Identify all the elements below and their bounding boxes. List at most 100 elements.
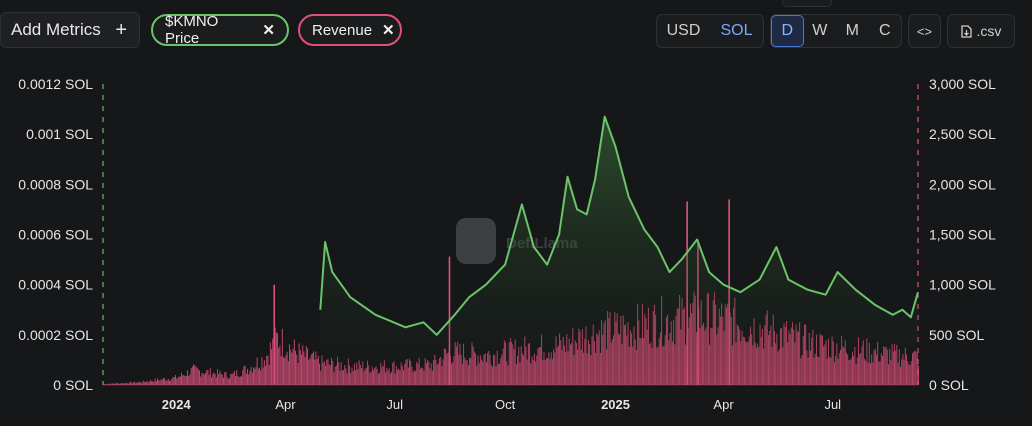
embed-button[interactable]: <> <box>908 14 941 48</box>
download-csv-button[interactable]: .csv <box>947 14 1015 48</box>
revenue-bar <box>209 368 211 385</box>
interval-toggle: D W M C <box>770 14 902 48</box>
revenue-bar <box>140 382 142 385</box>
revenue-bar <box>121 383 122 385</box>
revenue-bar <box>158 379 160 385</box>
revenue-bar <box>247 368 248 385</box>
interval-month-button[interactable]: M <box>845 22 859 39</box>
revenue-bar <box>206 370 208 385</box>
revenue-bar <box>311 353 313 385</box>
x-axis-tick-label: Jul <box>386 397 403 412</box>
revenue-bar <box>185 375 187 385</box>
revenue-bar <box>310 354 312 385</box>
revenue-bar <box>152 381 154 385</box>
revenue-bar <box>129 381 131 385</box>
revenue-bar <box>105 384 107 385</box>
revenue-bar <box>301 354 303 385</box>
revenue-bar <box>278 348 280 385</box>
x-axis-tick-label: 2025 <box>601 397 630 412</box>
interval-week-button[interactable]: W <box>812 22 828 39</box>
revenue-bar <box>203 374 205 385</box>
revenue-bar <box>215 377 217 385</box>
revenue-bar <box>184 375 186 385</box>
revenue-bar <box>248 374 250 385</box>
code-icon: <> <box>916 23 933 39</box>
interval-day-button[interactable]: D <box>771 15 804 47</box>
revenue-bar <box>265 365 266 385</box>
revenue-bar <box>148 382 150 385</box>
revenue-bar <box>195 366 197 385</box>
revenue-bar <box>166 380 168 385</box>
price-area-fill <box>320 116 918 385</box>
close-icon[interactable]: ✕ <box>262 22 275 39</box>
revenue-bar <box>289 344 291 385</box>
revenue-bar <box>319 363 321 385</box>
revenue-bar <box>292 348 294 385</box>
revenue-bar <box>175 375 176 385</box>
right-axis-tick-label: 500 SOL <box>929 327 984 343</box>
revenue-bar <box>111 383 113 385</box>
left-axis-tick-label: 0.0006 SOL <box>18 227 93 243</box>
left-axis-tick-label: 0.0012 SOL <box>18 76 93 92</box>
revenue-bar <box>112 383 114 385</box>
revenue-bar <box>128 383 130 385</box>
right-axis-tick-label: 1,000 SOL <box>929 277 996 293</box>
revenue-bar <box>179 376 181 385</box>
revenue-bar <box>119 383 121 385</box>
revenue-bar <box>307 348 309 385</box>
revenue-bar <box>137 382 139 385</box>
revenue-bar <box>188 376 190 385</box>
revenue-bar <box>147 381 149 385</box>
left-axis-tick-label: 0.0004 SOL <box>18 277 93 293</box>
revenue-bar <box>176 378 178 385</box>
revenue-bar <box>193 364 194 385</box>
revenue-bar <box>194 365 196 385</box>
revenue-bar <box>208 374 210 385</box>
revenue-bar <box>143 381 145 385</box>
revenue-bar <box>154 378 156 385</box>
metric-chip-label: $KMNO Price <box>165 13 219 47</box>
revenue-bar <box>243 366 245 385</box>
revenue-bar <box>279 345 281 385</box>
close-icon[interactable]: ✕ <box>382 22 395 39</box>
currency-usd-button[interactable]: USD <box>666 22 701 39</box>
revenue-bar <box>316 358 318 385</box>
revenue-bar <box>172 377 174 385</box>
interval-cumulative-button[interactable]: C <box>878 22 891 39</box>
revenue-bar <box>104 383 106 385</box>
revenue-bar <box>167 378 169 385</box>
revenue-bar <box>189 374 191 385</box>
revenue-bar <box>110 384 112 385</box>
revenue-bar <box>231 373 233 385</box>
metric-chip-kmno-price[interactable]: $KMNO Price ✕ <box>151 13 289 47</box>
revenue-bar <box>145 382 146 385</box>
revenue-bar <box>269 342 271 385</box>
x-axis-tick-label: Oct <box>495 397 516 412</box>
revenue-bar <box>109 383 110 385</box>
csv-label: .csv <box>976 23 1002 39</box>
revenue-bar <box>239 376 241 385</box>
revenue-bar <box>159 380 161 385</box>
revenue-bar <box>263 360 265 385</box>
revenue-bar <box>226 377 228 385</box>
revenue-bar <box>146 381 148 385</box>
revenue-bar <box>250 366 252 385</box>
revenue-bar <box>127 383 128 385</box>
revenue-bar <box>118 383 120 385</box>
currency-sol-button[interactable]: SOL <box>720 22 753 39</box>
revenue-bar <box>255 367 257 385</box>
revenue-bar <box>115 383 116 385</box>
revenue-bar <box>157 378 158 385</box>
revenue-bar <box>202 373 204 385</box>
revenue-bar <box>219 370 221 385</box>
revenue-bar <box>107 383 109 385</box>
add-metrics-button[interactable]: Add Metrics + <box>0 12 140 48</box>
price-line <box>319 115 919 336</box>
metric-chip-revenue[interactable]: Revenue ✕ <box>298 14 402 46</box>
revenue-bar <box>277 333 279 385</box>
revenue-bar <box>918 365 919 385</box>
revenue-bar <box>313 351 315 385</box>
revenue-bar <box>177 377 179 385</box>
revenue-bar <box>200 376 202 385</box>
